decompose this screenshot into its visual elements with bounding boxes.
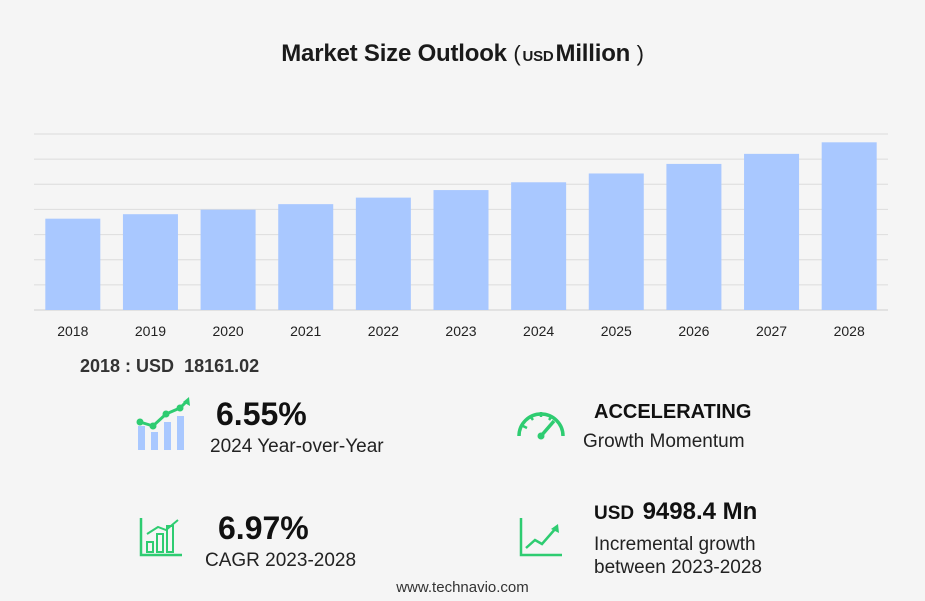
yoy-value: 6.55% xyxy=(216,396,307,432)
x-tick-label-2022: 2022 xyxy=(368,323,399,339)
cagr-label: CAGR 2023-2028 xyxy=(205,550,357,571)
growth-chart-icon xyxy=(136,397,190,450)
bar-2027 xyxy=(744,153,800,310)
incremental-label-wrap: Incremental growth between 2023-2028 xyxy=(594,533,762,579)
bar-2019 xyxy=(122,214,178,310)
x-tick-label-2024: 2024 xyxy=(523,323,554,339)
x-tick-label-2026: 2026 xyxy=(678,323,709,339)
momentum-label-wrap: Growth Momentum xyxy=(583,431,745,453)
title-open-paren: ( xyxy=(513,41,521,66)
bar-2018 xyxy=(45,218,101,310)
speedometer-icon xyxy=(517,412,565,440)
x-tick-label-2020: 2020 xyxy=(213,323,244,339)
title-main: Market Size Outlook xyxy=(281,40,507,67)
title-close-paren: ) xyxy=(636,41,644,66)
base-currency: USD xyxy=(136,356,175,376)
cagr-label-wrap: CAGR 2023-2028 xyxy=(205,550,356,572)
line-chart-icon xyxy=(519,518,562,557)
yoy-label-wrap: 2024 Year-over-Year xyxy=(210,436,384,458)
bar-2028 xyxy=(821,142,877,310)
bar-2020 xyxy=(200,209,256,310)
bar-2025 xyxy=(588,173,644,310)
cagr-stat: 6.97% xyxy=(218,512,309,544)
bar-chart-icon xyxy=(139,518,182,557)
momentum-stat: ACCELERATING xyxy=(594,401,751,424)
incremental-label-line1: Incremental growth xyxy=(594,534,756,555)
title-scale: Million xyxy=(555,40,631,67)
momentum-label: Growth Momentum xyxy=(583,431,745,452)
base-amount: 18161.02 xyxy=(184,356,260,376)
bar-2021 xyxy=(278,204,334,310)
x-tick-label-2018: 2018 xyxy=(57,323,88,339)
bar-2024 xyxy=(511,182,567,310)
footer-source: www.technavio.com xyxy=(396,579,529,596)
yoy-label: 2024 Year-over-Year xyxy=(210,436,384,457)
incremental-currency: USD xyxy=(594,503,635,524)
x-tick-label-2021: 2021 xyxy=(290,323,321,339)
bar-2022 xyxy=(355,197,411,310)
base-year-value: 2018 : USD 18161.02 xyxy=(80,356,259,377)
x-tick-label-2023: 2023 xyxy=(445,323,476,339)
bar-2026 xyxy=(666,163,722,310)
x-tick-label-2028: 2028 xyxy=(834,323,865,339)
bar-chart: 2018 2019 2020 2021 2022 2023 2024 2025 2026 2027… xyxy=(34,133,888,339)
yoy-stat: 6.55% xyxy=(216,398,307,430)
cagr-value: 6.97% xyxy=(218,510,309,546)
incremental-stat: USD 9498.4 Mn xyxy=(594,498,757,526)
x-tick-label-2025: 2025 xyxy=(601,323,632,339)
bar-2023 xyxy=(433,190,489,310)
x-tick-label-2019: 2019 xyxy=(135,323,166,339)
incremental-label-line2: between 2023-2028 xyxy=(594,557,762,578)
x-tick-label-2027: 2027 xyxy=(756,323,787,339)
incremental-value: 9498.4 Mn xyxy=(642,498,758,525)
momentum-value: ACCELERATING xyxy=(594,401,752,423)
base-separator: : xyxy=(120,356,137,376)
title-unit: USD xyxy=(522,48,554,65)
base-year: 2018 xyxy=(80,356,121,376)
chart-title: Market Size Outlook (USDMillion ) xyxy=(0,40,925,68)
